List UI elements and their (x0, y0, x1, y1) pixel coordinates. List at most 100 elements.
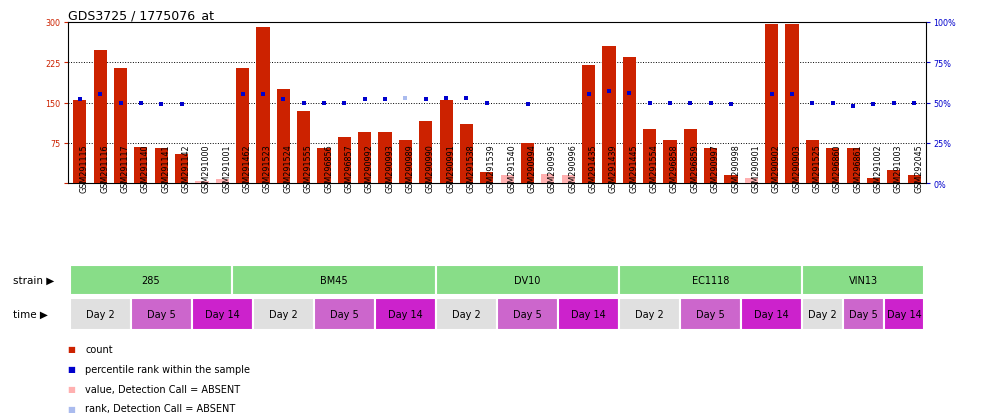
Text: GSM291435: GSM291435 (588, 144, 597, 192)
Text: Day 14: Day 14 (887, 309, 921, 319)
Bar (521, 143, 534, 184)
Text: GSM291002: GSM291002 (874, 144, 883, 192)
Text: Day 2: Day 2 (269, 309, 297, 319)
Text: Day 5: Day 5 (330, 309, 359, 319)
Text: Day 5: Day 5 (147, 309, 176, 319)
Bar (195, 181, 209, 184)
Text: GSM291539: GSM291539 (487, 144, 496, 192)
Bar (843, 298, 884, 330)
Bar (884, 298, 924, 330)
Bar (501, 176, 514, 184)
Text: GSM296859: GSM296859 (691, 144, 700, 192)
Bar (256, 28, 269, 184)
Text: VIN13: VIN13 (849, 275, 878, 285)
Text: Day 5: Day 5 (849, 309, 878, 319)
Text: GSM291540: GSM291540 (507, 144, 516, 192)
Text: GSM291003: GSM291003 (894, 144, 903, 192)
Text: GSM291555: GSM291555 (303, 144, 313, 192)
Bar (826, 149, 839, 184)
Text: Day 2: Day 2 (808, 309, 837, 319)
Text: Day 14: Day 14 (205, 309, 240, 319)
Bar (399, 141, 413, 184)
Bar (276, 90, 290, 184)
Text: GSM290997: GSM290997 (711, 144, 720, 192)
Bar (338, 138, 351, 184)
Text: GSM291116: GSM291116 (100, 144, 109, 192)
Bar (233, 266, 436, 295)
Text: GSM296858: GSM296858 (670, 144, 679, 192)
Bar (74, 100, 86, 184)
Bar (802, 266, 924, 295)
Text: GSM291117: GSM291117 (120, 144, 129, 192)
Bar (436, 266, 619, 295)
Text: GSM296856: GSM296856 (324, 144, 333, 192)
Text: GSM291524: GSM291524 (283, 144, 292, 192)
Bar (558, 298, 619, 330)
Bar (497, 298, 558, 330)
Bar (114, 68, 127, 184)
Bar (314, 298, 375, 330)
Text: GSM290903: GSM290903 (792, 144, 801, 192)
Bar (70, 266, 233, 295)
Bar (460, 125, 473, 184)
Text: GSM290995: GSM290995 (548, 144, 557, 192)
Bar (908, 176, 920, 184)
Bar (358, 133, 372, 184)
Text: rank, Detection Call = ABSENT: rank, Detection Call = ABSENT (85, 404, 236, 413)
Bar (134, 147, 147, 184)
Text: GSM291523: GSM291523 (263, 144, 272, 192)
Text: GSM290993: GSM290993 (385, 144, 394, 192)
Text: ■: ■ (68, 364, 76, 373)
Bar (216, 180, 229, 184)
Text: Day 2: Day 2 (85, 309, 114, 319)
Text: GSM291525: GSM291525 (812, 144, 821, 192)
Bar (236, 68, 249, 184)
Text: EC1118: EC1118 (692, 275, 730, 285)
Text: GSM291141: GSM291141 (161, 144, 170, 192)
Text: Day 14: Day 14 (388, 309, 422, 319)
Text: percentile rank within the sample: percentile rank within the sample (85, 364, 250, 374)
Bar (619, 298, 680, 330)
Bar (867, 178, 880, 184)
Bar (375, 298, 436, 330)
Text: GSM291462: GSM291462 (243, 144, 251, 192)
Text: GSM290901: GSM290901 (751, 144, 760, 192)
Bar (562, 176, 575, 184)
Text: GSM296861: GSM296861 (853, 144, 862, 192)
Text: GSM291445: GSM291445 (629, 144, 638, 192)
Bar (680, 298, 742, 330)
Bar (742, 298, 802, 330)
Text: GSM290998: GSM290998 (731, 144, 741, 192)
Text: GSM290994: GSM290994 (528, 144, 537, 192)
Bar (542, 174, 555, 184)
Text: GSM296857: GSM296857 (344, 144, 353, 192)
Bar (643, 130, 656, 184)
Text: GSM291439: GSM291439 (609, 144, 618, 192)
Text: GSM291000: GSM291000 (202, 144, 211, 192)
Text: ■: ■ (68, 344, 76, 354)
Text: GSM291538: GSM291538 (466, 144, 475, 192)
Text: Day 14: Day 14 (572, 309, 606, 319)
Bar (725, 176, 738, 184)
Bar (436, 298, 497, 330)
Text: GSM291001: GSM291001 (223, 144, 232, 192)
Text: value, Detection Call = ABSENT: value, Detection Call = ABSENT (85, 384, 241, 394)
Bar (297, 111, 310, 184)
Bar (155, 149, 168, 184)
Text: GSM291115: GSM291115 (80, 144, 88, 192)
Text: GSM291140: GSM291140 (141, 144, 150, 192)
Bar (602, 47, 615, 184)
Bar (480, 173, 493, 184)
Bar (130, 298, 192, 330)
Text: GSM296860: GSM296860 (833, 144, 842, 192)
Text: ■: ■ (68, 404, 76, 413)
Bar (439, 100, 452, 184)
Bar (806, 141, 819, 184)
Bar (684, 130, 697, 184)
Bar (704, 149, 718, 184)
Text: GSM291142: GSM291142 (182, 144, 191, 192)
Bar (663, 141, 677, 184)
Text: GSM290991: GSM290991 (446, 144, 455, 192)
Text: DV10: DV10 (514, 275, 541, 285)
Bar (192, 298, 252, 330)
